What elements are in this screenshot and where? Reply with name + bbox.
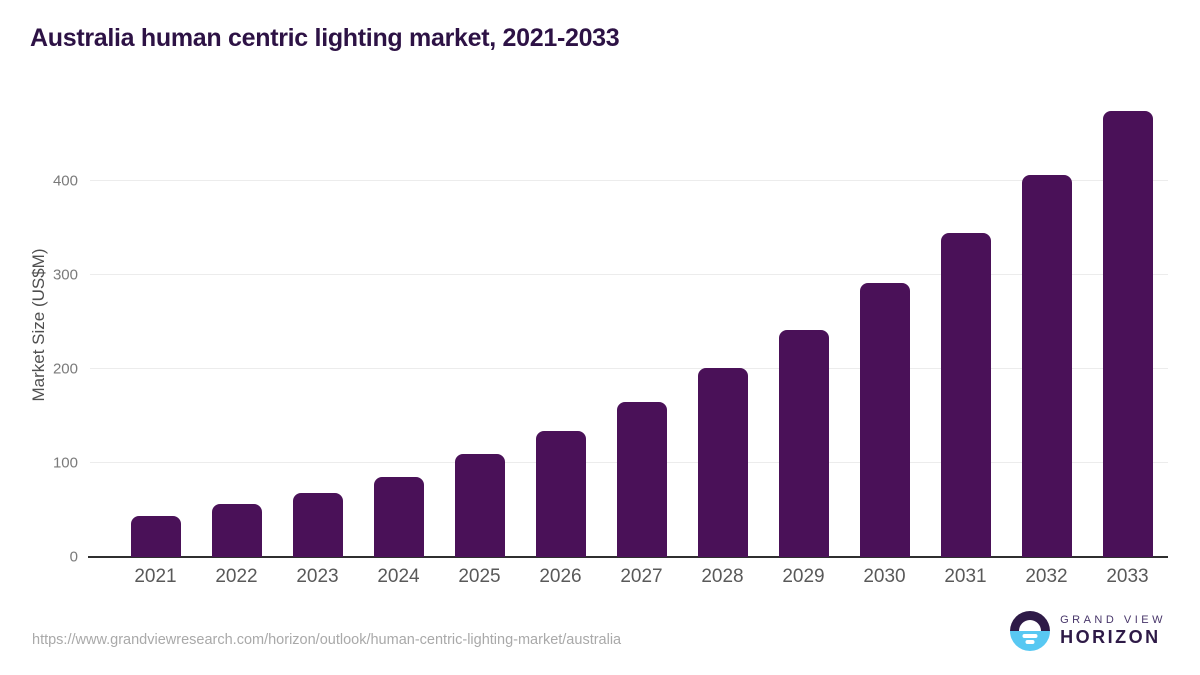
y-tick-label-0: 0	[69, 548, 78, 566]
bar-2027	[616, 401, 667, 557]
x-tick-label-2033: 2033	[1106, 566, 1149, 587]
x-tick-label-2024: 2024	[377, 566, 420, 587]
x-axis-labels: 2021 2022 2023 2024 2025 2026 2027 2028 2029 2030…	[115, 566, 1168, 588]
horizon-sun-icon	[1010, 611, 1051, 651]
bar-2022	[211, 504, 262, 557]
x-axis-line	[88, 556, 1168, 558]
chart-title: Australia human centric lighting market,…	[30, 24, 620, 52]
y-tick-label-300: 300	[52, 266, 78, 284]
y-tick-label-200: 200	[52, 360, 78, 378]
bar-2029	[778, 329, 829, 557]
bar-2023	[292, 493, 343, 557]
x-tick-label-2030: 2030	[863, 566, 906, 587]
bar-band-2031	[925, 110, 1006, 557]
bar-2031	[940, 232, 991, 557]
logo-line-grand-view: GRAND VIEW	[1060, 614, 1166, 627]
y-tick-label-400: 400	[52, 172, 78, 190]
gridline-200	[90, 368, 1168, 369]
logo-line-horizon: HORIZON	[1060, 626, 1161, 647]
bar-band-2026	[520, 110, 601, 557]
brand-logo: GRAND VIEW HORIZON	[1010, 611, 1166, 651]
bars-layer	[115, 110, 1168, 557]
x-tick-label-2029: 2029	[782, 566, 825, 587]
bar-2028	[697, 368, 748, 557]
bar-band-2025	[439, 110, 520, 557]
bar-band-2028	[682, 110, 763, 557]
logo-text: GRAND VIEW HORIZON	[1060, 614, 1166, 647]
x-tick-label-2022: 2022	[215, 566, 258, 587]
bar-band-2024	[358, 110, 439, 557]
y-tick-label-100: 100	[52, 454, 78, 472]
bar-2024	[373, 477, 424, 557]
x-tick-label-2025: 2025	[458, 566, 501, 587]
x-tick-label-2021: 2021	[134, 566, 177, 587]
bar-band-2023	[277, 110, 358, 557]
x-tick-label-2026: 2026	[539, 566, 582, 587]
sun-reflection-line	[1025, 640, 1035, 644]
plot-area	[88, 110, 1168, 558]
gridline-300	[90, 274, 1168, 275]
bar-2021	[130, 515, 181, 557]
x-tick-label-2023: 2023	[296, 566, 339, 587]
bar-2030	[859, 283, 910, 557]
bar-2033	[1102, 111, 1153, 557]
bar-2025	[454, 453, 505, 557]
gridline-400	[90, 180, 1168, 181]
x-tick-label-2032: 2032	[1025, 566, 1068, 587]
source-url: https://www.grandviewresearch.com/horizo…	[32, 632, 622, 648]
bar-band-2030	[844, 110, 925, 557]
bar-band-2027	[601, 110, 682, 557]
bar-band-2021	[115, 110, 196, 557]
x-tick-label-2031: 2031	[944, 566, 987, 587]
x-tick-label-2028: 2028	[701, 566, 744, 587]
footer: https://www.grandviewresearch.com/horizo…	[0, 605, 1200, 675]
bar-band-2032	[1006, 110, 1087, 557]
x-tick-label-2027: 2027	[620, 566, 663, 587]
bar-band-2033	[1087, 110, 1168, 557]
bar-2026	[535, 431, 586, 557]
sun-shape	[1019, 620, 1042, 631]
bar-band-2022	[196, 110, 277, 557]
bar-band-2029	[763, 110, 844, 557]
y-axis-ticks: 0 100 200 300 400	[0, 110, 78, 566]
bar-2032	[1021, 175, 1072, 557]
sun-reflection-line	[1022, 634, 1038, 638]
